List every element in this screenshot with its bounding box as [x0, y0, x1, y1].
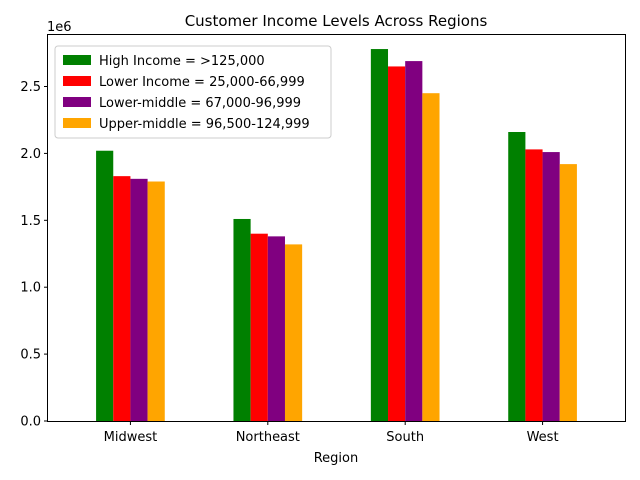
y-tick-label: 1.5	[20, 214, 41, 229]
chart-title: Customer Income Levels Across Regions	[185, 12, 488, 30]
bar-south-series-1	[370, 49, 389, 422]
bar-west-series-3	[542, 152, 560, 421]
y-axis-ticks: 0.0 0.5 1.0 1.5 2.0 2.5	[20, 80, 48, 430]
bar-west-series-2	[525, 149, 543, 421]
bar-south-series-2	[388, 66, 406, 421]
legend-label: Lower-middle = 67,000-96,999	[99, 96, 301, 111]
y-tick-label: 0.0	[20, 415, 41, 430]
axes-frame	[47, 34, 626, 422]
bar-northeast-series-3	[267, 236, 285, 421]
bar-northeast-series-4	[284, 244, 303, 421]
bar-south-series-4	[422, 93, 440, 421]
bar-midwest-series-4	[147, 181, 165, 421]
legend-swatch	[63, 76, 91, 86]
y-tick-label: 2.5	[20, 80, 41, 95]
bar-south-series-3	[405, 61, 423, 422]
x-tick-label: South	[386, 430, 424, 445]
y-axis-offset-label: 1e6	[47, 20, 72, 35]
bar-midwest-series-1	[96, 150, 114, 422]
legend-label: Lower Income = 25,000-66,999	[99, 75, 305, 90]
bar-northeast-series-1	[233, 218, 251, 421]
legend-swatch	[63, 55, 91, 65]
bar-west-series-4	[559, 164, 577, 422]
legend: High Income = >125,000 Lower Income = 25,…	[54, 45, 332, 139]
bars-group	[96, 49, 577, 422]
legend-label: Upper-middle = 96,500-124,999	[99, 117, 310, 132]
legend-box	[54, 45, 332, 139]
bar-northeast-series-2	[250, 233, 268, 421]
x-axis-label: Region	[314, 451, 359, 466]
x-tick-label: Midwest	[104, 430, 158, 445]
bar-west-series-1	[508, 132, 526, 421]
legend-label: High Income = >125,000	[99, 54, 265, 69]
legend-swatch	[63, 118, 91, 128]
x-axis-ticks: Midwest Northeast South West	[104, 421, 559, 445]
y-tick-label: 1.0	[20, 281, 41, 296]
y-tick-label: 0.5	[20, 348, 41, 363]
bar-midwest-series-2	[113, 176, 131, 421]
x-tick-label: West	[527, 430, 559, 445]
y-tick-label: 2.0	[20, 147, 41, 162]
bar-midwest-series-3	[130, 178, 148, 421]
x-tick-label: Northeast	[236, 430, 300, 445]
legend-swatch	[63, 97, 91, 107]
